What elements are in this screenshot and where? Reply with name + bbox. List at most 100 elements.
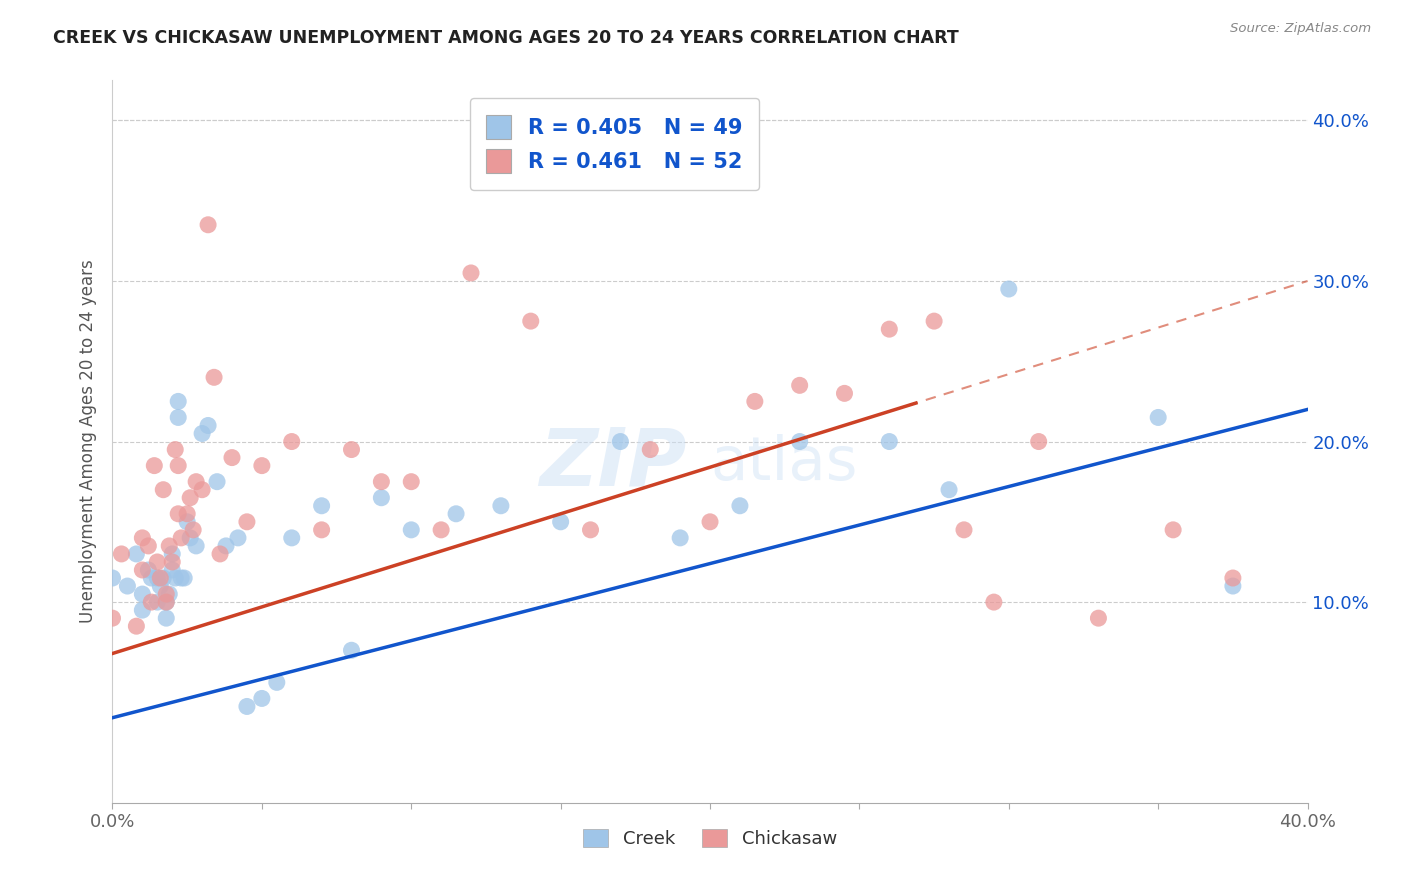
Point xyxy=(162,563,183,577)
Point xyxy=(609,434,631,449)
Point xyxy=(879,434,901,449)
Point xyxy=(110,547,132,561)
Point xyxy=(266,675,288,690)
Point xyxy=(1087,611,1109,625)
Text: ZIP: ZIP xyxy=(538,425,686,502)
Point xyxy=(728,499,751,513)
Point xyxy=(167,507,190,521)
Point xyxy=(155,587,177,601)
Point xyxy=(173,571,195,585)
Point xyxy=(167,394,190,409)
Point xyxy=(149,571,172,585)
Point xyxy=(1222,571,1244,585)
Point xyxy=(101,611,124,625)
Point xyxy=(176,515,198,529)
Point xyxy=(165,571,187,585)
Point xyxy=(202,370,225,384)
Point xyxy=(236,515,259,529)
Point xyxy=(215,539,238,553)
Point xyxy=(131,531,153,545)
Point xyxy=(138,563,160,577)
Point xyxy=(146,555,169,569)
Point xyxy=(176,507,198,521)
Point xyxy=(143,458,166,473)
Point xyxy=(131,587,153,601)
Point xyxy=(186,539,208,553)
Point xyxy=(125,547,148,561)
Point xyxy=(149,579,172,593)
Point xyxy=(157,539,180,553)
Point xyxy=(789,434,811,449)
Point xyxy=(489,499,512,513)
Point xyxy=(181,523,204,537)
Point xyxy=(669,531,692,545)
Point xyxy=(205,475,228,489)
Point xyxy=(226,531,249,545)
Point xyxy=(370,475,392,489)
Point xyxy=(236,699,259,714)
Point xyxy=(250,691,273,706)
Point xyxy=(640,442,662,457)
Point xyxy=(699,515,721,529)
Point xyxy=(922,314,945,328)
Point xyxy=(579,523,602,537)
Point xyxy=(162,555,183,569)
Point xyxy=(197,418,219,433)
Point xyxy=(281,531,304,545)
Point xyxy=(250,458,273,473)
Point xyxy=(789,378,811,392)
Point xyxy=(131,563,153,577)
Point xyxy=(1147,410,1170,425)
Point xyxy=(281,434,304,449)
Point xyxy=(340,643,363,657)
Point xyxy=(191,483,214,497)
Point xyxy=(744,394,766,409)
Y-axis label: Unemployment Among Ages 20 to 24 years: Unemployment Among Ages 20 to 24 years xyxy=(79,260,97,624)
Point xyxy=(165,442,187,457)
Point xyxy=(141,595,163,609)
Point xyxy=(983,595,1005,609)
Point xyxy=(460,266,482,280)
Legend: Creek, Chickasaw: Creek, Chickasaw xyxy=(576,822,844,855)
Point xyxy=(209,547,232,561)
Point xyxy=(155,595,177,609)
Point xyxy=(311,523,333,537)
Point xyxy=(167,410,190,425)
Point xyxy=(953,523,976,537)
Point xyxy=(520,314,543,328)
Point xyxy=(221,450,243,465)
Point xyxy=(141,571,163,585)
Point xyxy=(311,499,333,513)
Point xyxy=(444,507,467,521)
Point xyxy=(117,579,139,593)
Point xyxy=(157,587,180,601)
Point xyxy=(834,386,856,401)
Point xyxy=(152,571,174,585)
Point xyxy=(1028,434,1050,449)
Point xyxy=(340,442,363,457)
Point xyxy=(170,531,193,545)
Text: Source: ZipAtlas.com: Source: ZipAtlas.com xyxy=(1230,22,1371,36)
Point xyxy=(401,475,423,489)
Point xyxy=(186,475,208,489)
Point xyxy=(179,531,201,545)
Point xyxy=(167,458,190,473)
Point xyxy=(179,491,201,505)
Point xyxy=(430,523,453,537)
Point xyxy=(191,426,214,441)
Point xyxy=(197,218,219,232)
Point xyxy=(162,547,183,561)
Point xyxy=(155,611,177,625)
Point xyxy=(131,603,153,617)
Text: atlas: atlas xyxy=(710,434,858,492)
Point xyxy=(401,523,423,537)
Point xyxy=(152,483,174,497)
Point xyxy=(155,595,177,609)
Point xyxy=(998,282,1021,296)
Point xyxy=(146,571,169,585)
Point xyxy=(938,483,960,497)
Point xyxy=(125,619,148,633)
Point xyxy=(370,491,392,505)
Point xyxy=(138,539,160,553)
Point xyxy=(1222,579,1244,593)
